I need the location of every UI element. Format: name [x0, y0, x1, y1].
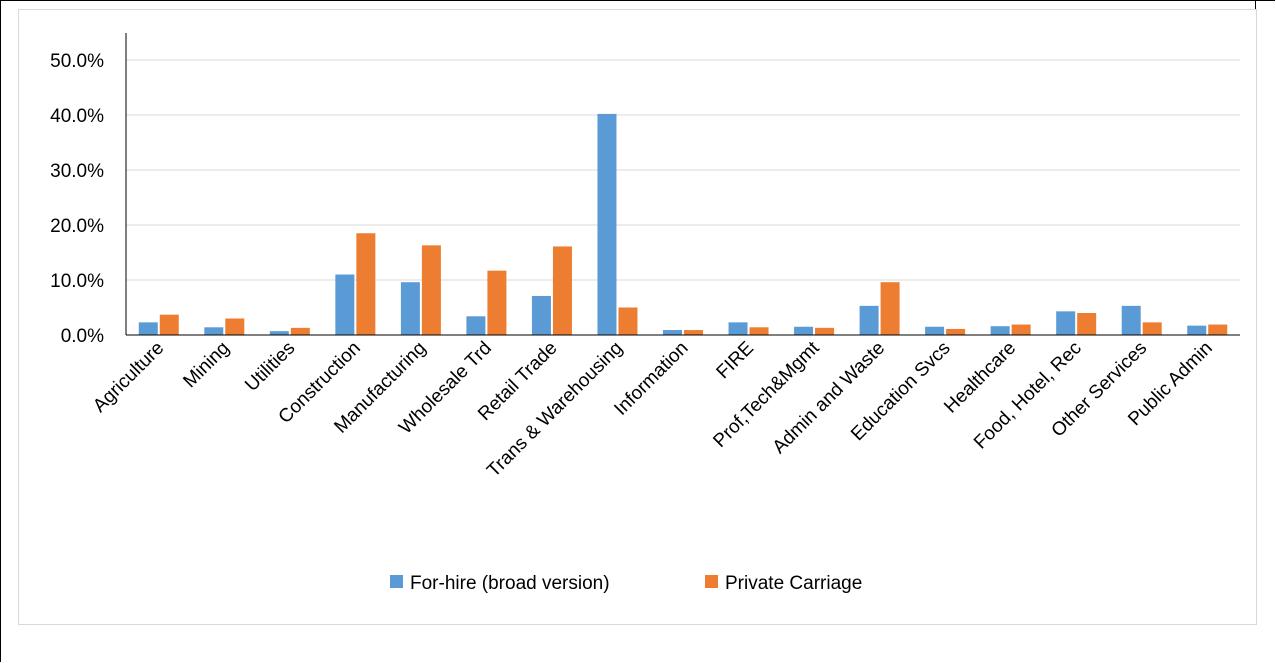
bar-for-hire — [990, 326, 1010, 335]
x-category-label: Admin and Waste — [769, 338, 889, 458]
bar-private-carriage — [1208, 324, 1228, 335]
bar-for-hire — [269, 331, 289, 335]
x-category-labels: Agriculture Mining UtilitiesConstructionMa… — [89, 337, 1217, 481]
bar-for-hire — [663, 330, 682, 335]
bar-private-carriage — [1011, 324, 1031, 335]
bar-for-hire — [859, 305, 879, 335]
bar-private-carriage — [290, 327, 310, 335]
bar-private-carriage — [552, 246, 572, 335]
gridlines — [126, 59, 1240, 281]
x-category-label: Trans & Warehousing — [483, 338, 627, 482]
bar-for-hire — [925, 326, 945, 335]
legend-swatch — [390, 575, 403, 588]
y-tick-label: 20.0% — [50, 216, 104, 237]
bar-for-hire — [204, 327, 224, 335]
legend-label: For-hire (broad version) — [410, 573, 610, 594]
legend-swatch — [705, 575, 718, 588]
y-tick-label: 10.0% — [50, 271, 104, 292]
bar-private-carriage — [159, 314, 179, 335]
bar-for-hire — [466, 316, 486, 335]
bar-private-carriage — [421, 245, 441, 335]
bar-private-carriage — [684, 330, 703, 335]
bar-for-hire — [1056, 311, 1076, 335]
y-tick-label: 40.0% — [50, 106, 104, 127]
axes — [125, 33, 1240, 336]
bar-for-hire — [597, 113, 617, 336]
x-category-label: Mining — [179, 338, 233, 392]
bar-for-hire — [1121, 305, 1141, 335]
bar-for-hire — [138, 322, 158, 335]
bars — [138, 113, 1228, 336]
y-tick-labels: 0.0% 10.0% 20.0% 30.0% 40.0% 50.0% — [50, 51, 104, 347]
legend-label: Private Carriage — [725, 573, 862, 594]
bar-private-carriage — [880, 282, 900, 335]
bar-private-carriage — [487, 270, 507, 335]
x-category-label: FIRE — [713, 338, 758, 383]
bar-private-carriage — [225, 318, 245, 335]
y-tick-label: 50.0% — [50, 51, 104, 72]
y-tick-label: 30.0% — [50, 161, 104, 182]
bar-private-carriage — [1142, 322, 1162, 335]
bar-for-hire — [728, 322, 748, 335]
bar-private-carriage — [815, 327, 835, 335]
bar-private-carriage — [356, 233, 376, 335]
bar-private-carriage — [946, 328, 966, 335]
bar-private-carriage — [618, 307, 638, 335]
bar-for-hire — [1187, 325, 1207, 335]
bar-for-hire — [335, 274, 355, 335]
chart-area — [18, 9, 1257, 625]
x-category-label: Utilities — [241, 338, 299, 396]
bar-for-hire — [531, 295, 551, 335]
legend: For-hire (broad version) Private Carriage — [390, 573, 862, 594]
x-category-label: Agriculture — [89, 338, 168, 417]
bar-for-hire — [400, 282, 420, 335]
bar-private-carriage — [749, 327, 769, 335]
y-tick-label: 0.0% — [61, 326, 104, 347]
frame-rule — [1255, 0, 1256, 9]
bar-for-hire — [794, 326, 814, 335]
bar-private-carriage — [1077, 313, 1097, 335]
